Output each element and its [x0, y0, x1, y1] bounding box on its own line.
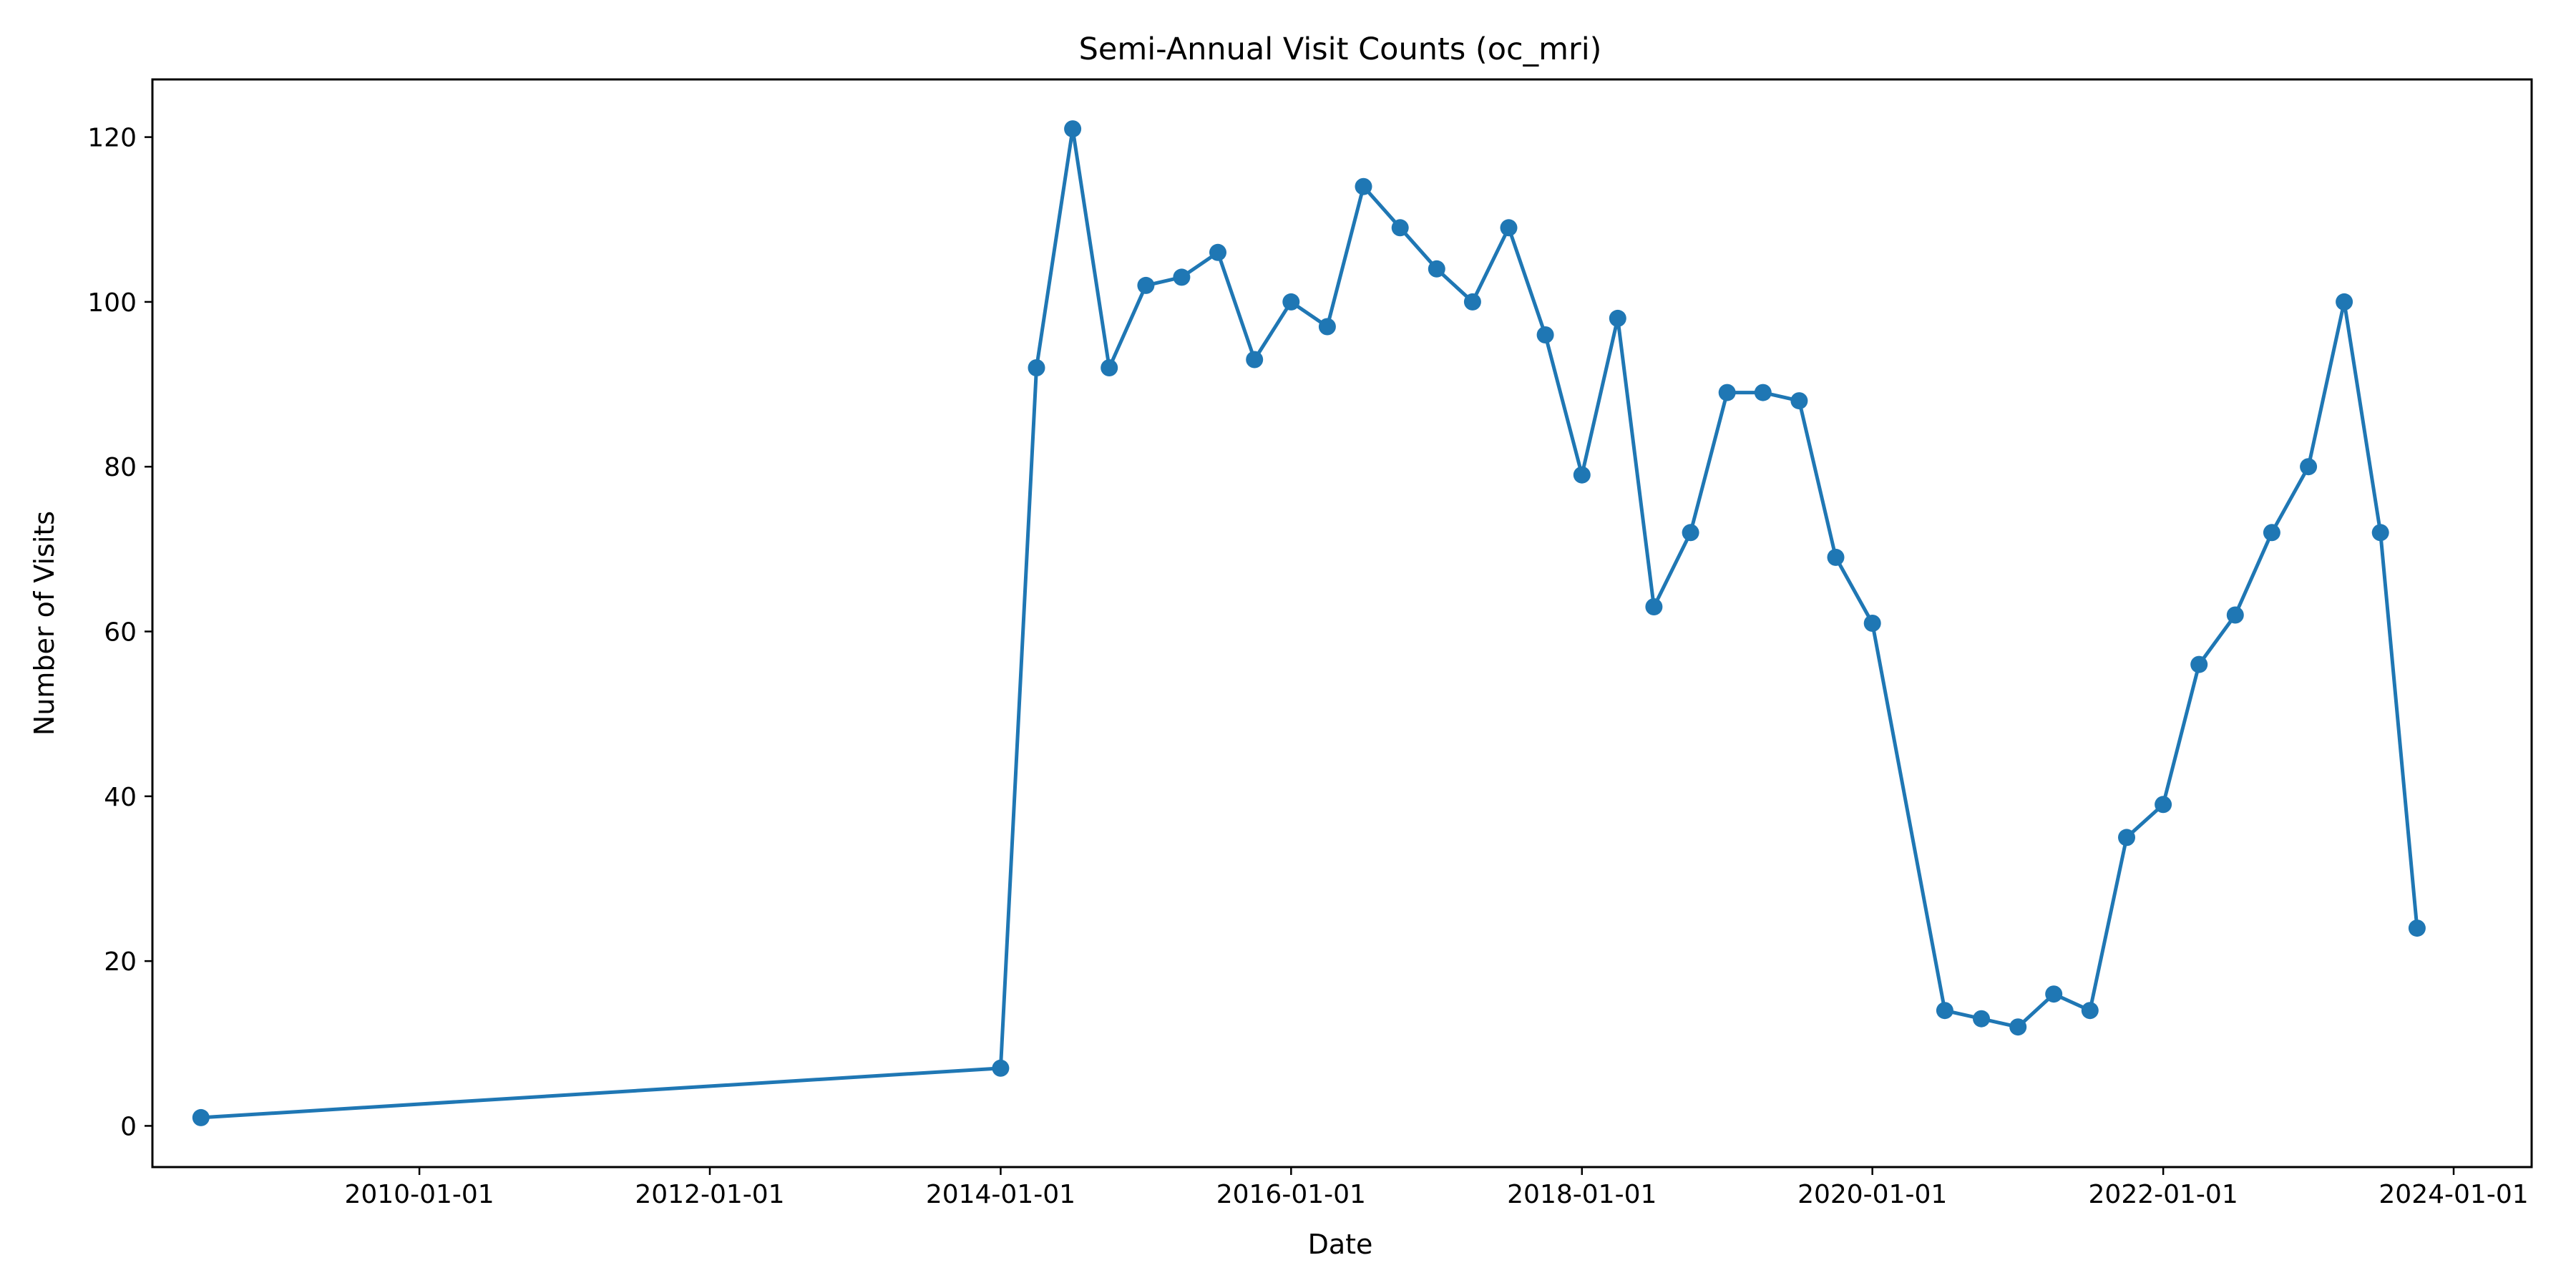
data-point: [2371, 524, 2389, 542]
data-point: [992, 1059, 1010, 1077]
x-tick-label: 2012-01-01: [635, 1180, 784, 1209]
y-tick-label: 120: [87, 124, 137, 153]
y-tick-label: 60: [104, 618, 137, 648]
x-tick-label: 2010-01-01: [344, 1180, 494, 1209]
data-point: [1718, 384, 1736, 401]
data-point: [2336, 293, 2353, 311]
y-axis-label: Number of Visits: [29, 511, 60, 736]
y-tick-label: 100: [87, 288, 137, 318]
data-point: [1028, 359, 1045, 376]
data-point: [2009, 1018, 2027, 1036]
chart-title: Semi-Annual Visit Counts (oc_mri): [1079, 31, 1602, 67]
data-point: [1536, 326, 1554, 343]
x-tick-label: 2016-01-01: [1216, 1180, 1366, 1209]
data-point: [1355, 177, 1372, 195]
data-point: [1282, 293, 1300, 311]
x-tick-label: 2014-01-01: [926, 1180, 1075, 1209]
data-point: [1101, 359, 1118, 376]
data-point: [2045, 985, 2063, 1003]
series-points: [192, 120, 2426, 1126]
data-point: [1609, 309, 1626, 327]
x-axis: 2010-01-01 2012-01-01 2014-01-01 2016-01-01…: [344, 1167, 2529, 1209]
data-point: [2081, 1002, 2099, 1020]
x-tick-label: 2020-01-01: [1797, 1180, 1947, 1209]
data-point: [1827, 548, 1845, 566]
data-point: [2226, 606, 2244, 624]
data-point: [1936, 1002, 1953, 1020]
data-point: [1064, 120, 1082, 138]
data-point: [1391, 219, 1409, 237]
data-point: [1428, 260, 1445, 278]
data-point: [1246, 351, 1264, 369]
y-tick-label: 20: [104, 947, 137, 977]
data-point: [1973, 1010, 1990, 1028]
y-tick-label: 40: [104, 783, 137, 812]
series-line: [200, 127, 2419, 1120]
x-tick-label: 2022-01-01: [2089, 1180, 2238, 1209]
data-point: [1318, 318, 1336, 336]
x-tick-label: 2024-01-01: [2379, 1180, 2528, 1209]
y-axis: 0 20 40 60 80 100 120: [87, 124, 152, 1141]
data-point: [2155, 796, 2172, 814]
data-point: [2190, 655, 2208, 673]
data-point: [2118, 829, 2135, 847]
data-point: [1682, 524, 1699, 542]
y-tick-label: 0: [120, 1112, 137, 1141]
data-point: [1863, 615, 1881, 632]
data-point: [1790, 392, 1808, 410]
x-tick-label: 2018-01-01: [1507, 1180, 1657, 1209]
data-point: [1754, 384, 1772, 401]
data-point: [1500, 219, 1518, 237]
plot-area: [151, 78, 2533, 1169]
data-point: [1137, 276, 1155, 294]
data-point: [1463, 293, 1481, 311]
data-point: [1645, 598, 1663, 615]
data-point: [1173, 268, 1191, 286]
x-axis-label: Date: [1308, 1229, 1373, 1260]
data-point: [1573, 466, 1591, 484]
data-point: [2408, 919, 2426, 937]
data-point: [192, 1108, 210, 1126]
data-point: [2263, 524, 2280, 542]
y-tick-label: 80: [104, 453, 137, 482]
data-point: [1209, 243, 1226, 261]
data-point: [2300, 458, 2318, 476]
